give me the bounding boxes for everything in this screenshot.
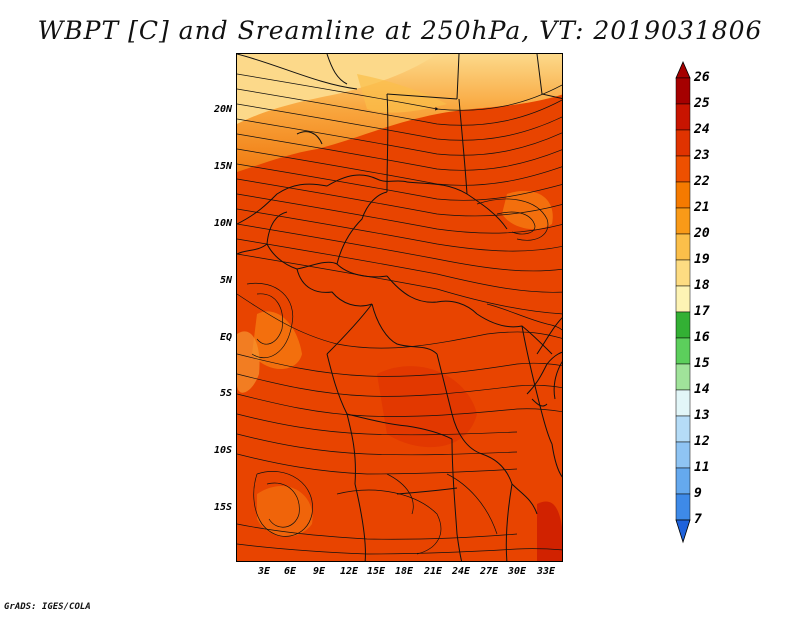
deep-patch-southeast: [537, 501, 562, 561]
streamlines: [237, 73, 562, 555]
map-panel: [236, 53, 563, 562]
colorbar-tick-label: 26: [694, 70, 710, 85]
colorbar-box: [675, 285, 691, 313]
colorbar-box: [675, 389, 691, 417]
lat-label: 5S: [219, 388, 232, 399]
lon-label: 30E: [507, 566, 527, 577]
colorbar-box: [675, 467, 691, 495]
colorbar-box: [675, 311, 691, 339]
colorbar-box: [675, 493, 691, 521]
colorbar-max-arrow: [675, 61, 691, 79]
lat-label: EQ: [219, 332, 232, 343]
colorbar-tick-label: 11: [694, 460, 710, 475]
colorbar-tick-label: 13: [694, 408, 710, 423]
colorbar-min-arrow: [675, 519, 691, 544]
colorbar-box: [675, 181, 691, 209]
chart-title: WBPT [C] and Sreamline at 250hPa, VT: 20…: [37, 16, 763, 45]
lon-label: 6E: [283, 566, 297, 577]
colorbar-box: [675, 363, 691, 391]
lat-label: 15N: [213, 161, 232, 172]
light-patch-east: [502, 190, 553, 230]
lon-label: 33E: [536, 566, 556, 577]
colorbar-box: [675, 415, 691, 443]
colorbar-box: [675, 441, 691, 469]
lon-label: 9E: [312, 566, 326, 577]
colorbar-tick-label: 24: [694, 122, 710, 137]
colorbar-tick-label: 23: [694, 148, 710, 163]
colorbar-tick-label: 18: [694, 278, 710, 293]
lon-label: 18E: [394, 566, 414, 577]
boundaries: [237, 54, 562, 561]
lon-label: 15E: [366, 566, 386, 577]
colorbar-box: [675, 207, 691, 235]
colorbar-tick-label: 17: [694, 304, 710, 319]
colorbar-box: [675, 129, 691, 157]
lat-label: 10S: [213, 445, 232, 456]
deep-patch-center: [377, 366, 477, 448]
pale-patch-north: [237, 54, 437, 124]
light-patch-south: [257, 485, 313, 537]
colorbar-box: [675, 259, 691, 287]
lat-label: 10N: [213, 218, 232, 229]
colorbar-box: [675, 155, 691, 183]
credit-text: GrADS: IGES/COLA: [4, 602, 91, 612]
lon-label: 27E: [479, 566, 499, 577]
lat-label: 5N: [219, 275, 232, 286]
lat-label: 20N: [213, 104, 232, 115]
colorbar-tick-label: 9: [694, 486, 702, 501]
colorbar-tick-label: 15: [694, 356, 710, 371]
colorbar-tick-label: 12: [694, 434, 710, 449]
colorbar-tick-label: 21: [694, 200, 710, 215]
colorbar-tick-label: 22: [694, 174, 710, 189]
colorbar-box: [675, 337, 691, 365]
colorbar: [675, 61, 691, 544]
lon-label: 24E: [451, 566, 471, 577]
lon-label: 3E: [257, 566, 271, 577]
colorbar-box: [675, 103, 691, 131]
colorbar-tick-label: 25: [694, 96, 710, 111]
colorbar-tick-label: 14: [694, 382, 710, 397]
colorbar-tick-label: 19: [694, 252, 710, 267]
lat-label: 15S: [213, 502, 232, 513]
lon-label: 21E: [423, 566, 443, 577]
colorbar-tick-label: 20: [694, 226, 710, 241]
colorbar-box: [675, 233, 691, 261]
light-patch-coast: [237, 331, 260, 393]
colorbar-tick-label: 16: [694, 330, 710, 345]
pale-patch-north2: [357, 74, 447, 113]
map-field: [237, 54, 562, 561]
colorbar-tick-label: 7: [694, 512, 702, 527]
colorbar-box: [675, 77, 691, 105]
lon-label: 12E: [339, 566, 359, 577]
